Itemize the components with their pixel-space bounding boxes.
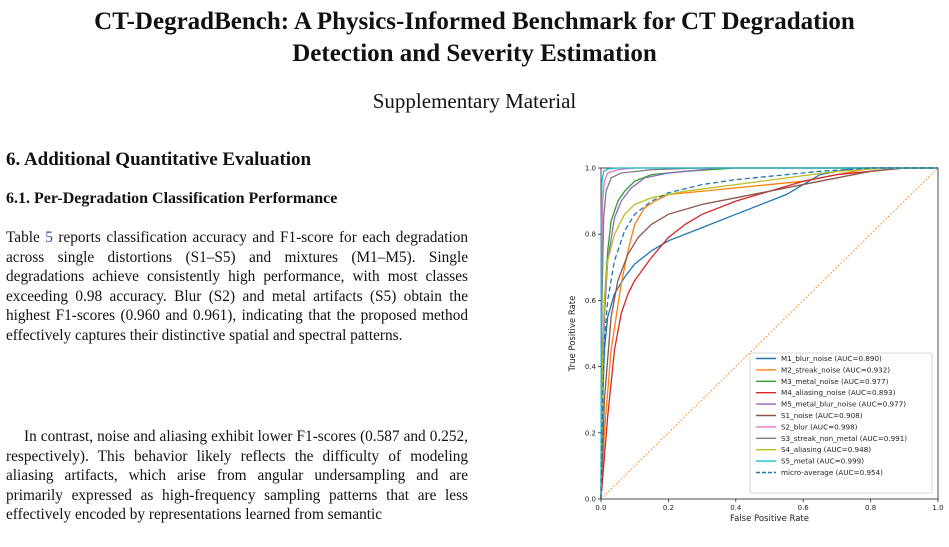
x-tick-label: 0.0 — [595, 504, 606, 512]
paper-title: CT-DegradBench: A Physics-Informed Bench… — [0, 6, 949, 70]
roc-curve-9 — [600, 167, 938, 500]
paragraph-2: In contrast, noise and aliasing exhibit … — [6, 428, 468, 524]
y-tick-label: 0.2 — [585, 429, 596, 437]
y-axis-label: True Positive Rate — [568, 296, 578, 373]
paper-subtitle: Supplementary Material — [372, 89, 577, 113]
roc-chart: 0.0 0.2 0.4 0.6 0.8 1.0 0.0 0.2 0.4 0.6 0.8 1.0 Fa… — [568, 165, 944, 525]
legend-entry: S4_aliasing (AUC=0.948) — [781, 445, 871, 454]
y-tick-label: 0.0 — [585, 496, 596, 504]
legend: M1_blur_noise (AUC=0.890) M2_streak_noise… — [749, 352, 933, 494]
legend-entry: S5_metal (AUC=0.999) — [781, 457, 864, 466]
x-axis-label: False Positive Rate — [730, 514, 809, 524]
legend-entry: M1_blur_noise (AUC=0.890) — [781, 354, 882, 363]
roc-figure: 0.0 0.2 0.4 0.6 0.8 1.0 0.0 0.2 0.4 0.6 0.8 1.0 Fa… — [560, 160, 945, 535]
roc-curve-10 — [600, 167, 938, 500]
subsection-heading: 6.1. Per-Degradation Classification Perf… — [6, 190, 338, 207]
legend-entry: M2_streak_noise (AUC=0.932) — [781, 365, 890, 374]
roc-curves — [600, 167, 938, 500]
legend-entry: M4_aliasing_noise (AUC=0.893) — [781, 388, 896, 397]
x-tick-label: 0.2 — [663, 504, 674, 512]
y-axis-ticks: 0.0 0.2 0.4 0.6 0.8 1.0 — [585, 165, 601, 504]
legend-entry: S3_streak_non_metal (AUC=0.991) — [781, 434, 907, 443]
x-axis-ticks: 0.0 0.2 0.4 0.6 0.8 1.0 — [595, 499, 944, 512]
roc-curve-6 — [600, 167, 938, 500]
legend-entry: M5_metal_blur_noise (AUC=0.977) — [781, 400, 906, 409]
y-tick-label: 0.6 — [585, 297, 597, 305]
paragraph-1-lead: Table — [6, 229, 46, 246]
legend-entry: S1_noise (AUC=0.908) — [781, 411, 863, 420]
y-tick-label: 0.8 — [585, 231, 596, 239]
x-tick-label: 0.4 — [730, 504, 742, 512]
y-tick-label: 0.4 — [585, 363, 597, 371]
paragraph-1: Table 5 reports classification accuracy … — [6, 228, 468, 346]
legend-entry: S2_blur (AUC=0.998) — [781, 422, 858, 431]
legend-entry: M3_metal_noise (AUC=0.977) — [781, 377, 889, 386]
x-tick-label: 0.6 — [798, 504, 810, 512]
paper-title-line-1: CT-DegradBench: A Physics-Informed Bench… — [94, 8, 855, 35]
table-reference-link[interactable]: 5 — [45, 229, 53, 246]
paragraph-1-body: reports classification accuracy and F1-s… — [6, 229, 468, 344]
section-heading: 6. Additional Quantitative Evaluation — [6, 149, 312, 170]
paper-title-line-2: Detection and Severity Estimation — [292, 40, 657, 67]
x-tick-label: 1.0 — [932, 504, 943, 512]
roc-curve-11 — [600, 167, 938, 500]
legend-entry: micro-average (AUC=0.954) — [781, 468, 883, 477]
roc-curve-1 — [600, 167, 938, 500]
x-tick-label: 0.8 — [865, 504, 876, 512]
legend-box — [749, 352, 933, 494]
y-tick-label: 1.0 — [585, 165, 596, 173]
roc-curve-4 — [600, 167, 938, 500]
